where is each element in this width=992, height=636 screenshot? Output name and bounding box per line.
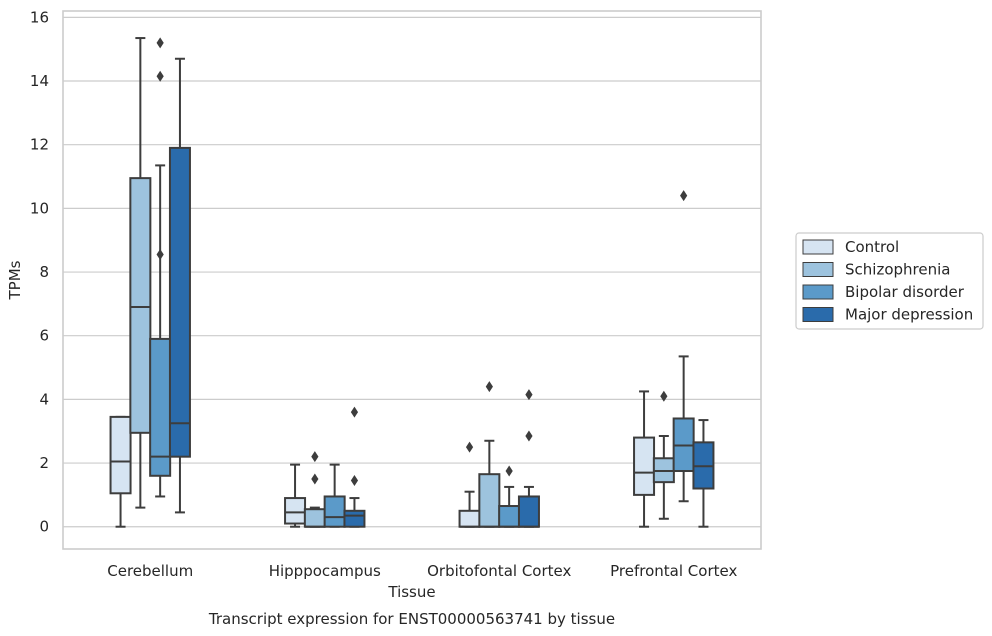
chart-caption: Transcript expression for ENST0000056374… — [208, 610, 615, 628]
box-body — [284, 497, 307, 525]
box-body — [498, 505, 521, 528]
legend-swatch — [802, 262, 834, 277]
legend-label: Schizophrenia — [845, 261, 950, 279]
x-axis-label: Tissue — [387, 583, 435, 601]
x-tick-label: Hipppocampus — [269, 562, 381, 580]
outlier-marker — [680, 190, 688, 202]
outlier-marker — [156, 37, 164, 49]
y-tick-label: 16 — [30, 8, 49, 26]
legend-label: Bipolar disorder — [845, 283, 965, 301]
box-cerebellum-bipolar-disorder — [149, 37, 172, 498]
legend-frame — [795, 232, 984, 330]
x-tick-label: Cerebellum — [107, 562, 193, 580]
legend-label: Control — [845, 238, 899, 256]
y-tick-label: 14 — [30, 72, 49, 90]
outlier-marker — [485, 381, 493, 393]
y-tick-label: 6 — [39, 327, 49, 345]
box-orbitofontal-cortex-control — [458, 441, 481, 528]
box-body — [633, 436, 656, 496]
x-tick-label: Orbitofontal Cortex — [427, 562, 571, 580]
y-tick-labels: 0 2 4 6 8 10 12 14 16 — [30, 8, 49, 535]
outlier-marker — [156, 249, 164, 261]
x-tick-label: Prefrontal Cortex — [610, 562, 737, 580]
y-tick-label: 4 — [39, 390, 49, 408]
box-body — [129, 177, 152, 434]
y-tick-label: 12 — [30, 136, 49, 154]
outlier-marker — [525, 389, 533, 401]
box-hipppocampus-control — [284, 463, 307, 528]
box-body — [343, 509, 366, 528]
legend-swatch — [802, 307, 834, 322]
y-tick-label: 8 — [39, 263, 49, 281]
outlier-marker — [156, 70, 164, 82]
box-prefrontal-cortex-major-depression — [692, 419, 715, 528]
box-body — [303, 508, 326, 528]
outlier-marker — [311, 451, 319, 463]
y-axis-label: TPMs — [6, 260, 24, 300]
outlier-marker — [525, 430, 533, 442]
outlier-marker — [311, 473, 319, 485]
box-body — [478, 473, 501, 528]
box-prefrontal-cortex-bipolar-disorder — [672, 190, 695, 503]
box-cerebellum-schizophrenia — [129, 37, 152, 509]
box-body — [458, 509, 481, 528]
x-tick-labels: Cerebellum Hipppocampus Orbitofontal Corte… — [107, 562, 737, 580]
box-cerebellum-control — [109, 415, 132, 528]
box-cerebellum-major-depression — [168, 57, 191, 514]
legend-swatch — [802, 239, 834, 255]
box-orbitofontal-cortex-major-depression — [517, 389, 540, 528]
legend-swatch — [802, 284, 834, 300]
y-tick-label: 0 — [39, 518, 49, 536]
box-body — [149, 337, 172, 477]
outlier-marker — [350, 475, 359, 487]
box-orbitofontal-cortex-schizophrenia — [478, 381, 501, 528]
box-body — [168, 146, 191, 458]
box-orbitofontal-cortex-bipolar-disorder — [498, 465, 521, 528]
box-prefrontal-cortex-control — [633, 390, 656, 528]
box-body — [517, 495, 540, 528]
box-hipppocampus-bipolar-disorder — [323, 463, 346, 528]
plot-frame — [62, 10, 762, 550]
box-body — [323, 495, 346, 528]
y-tick-label: 10 — [30, 199, 49, 217]
outlier-marker — [350, 406, 359, 418]
y-tick-label: 2 — [39, 454, 49, 472]
outlier-marker — [505, 465, 513, 477]
legend: Control Schizophrenia Bipolar disorder Majo… — [795, 232, 984, 330]
box-body — [109, 415, 132, 495]
box-hipppocampus-schizophrenia — [303, 451, 326, 528]
outlier-marker — [465, 441, 474, 453]
box-hipppocampus-major-depression — [343, 406, 366, 528]
outlier-marker — [660, 390, 668, 402]
box-prefrontal-cortex-schizophrenia — [652, 390, 675, 520]
box-plot-marks — [109, 37, 715, 528]
legend-label: Major depression — [845, 306, 973, 324]
